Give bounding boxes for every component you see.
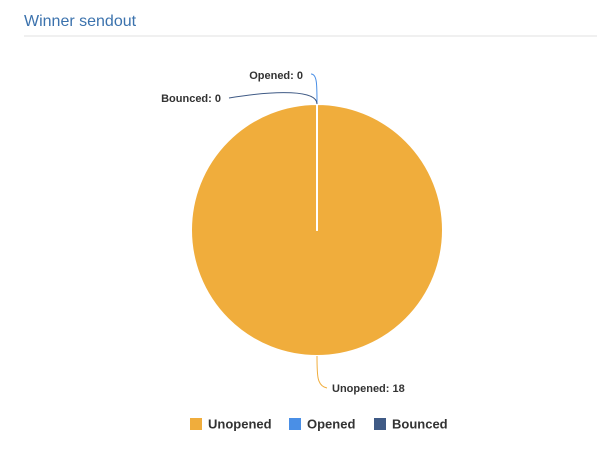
data-label: Bounced: 0 — [161, 93, 221, 105]
label-connector — [310, 73, 318, 105]
legend-swatch — [289, 418, 301, 430]
legend-label: Bounced — [392, 416, 448, 431]
data-label: Opened: 0 — [249, 70, 303, 82]
legend-label: Unopened — [208, 416, 272, 431]
legend-swatch — [374, 418, 386, 430]
chart-title: Winner sendout — [24, 13, 137, 30]
legend-swatch — [190, 418, 202, 430]
label-connector — [316, 355, 328, 389]
legend-label: Opened — [307, 416, 355, 431]
data-label: Unopened: 18 — [332, 383, 405, 395]
label-connector — [228, 92, 318, 105]
